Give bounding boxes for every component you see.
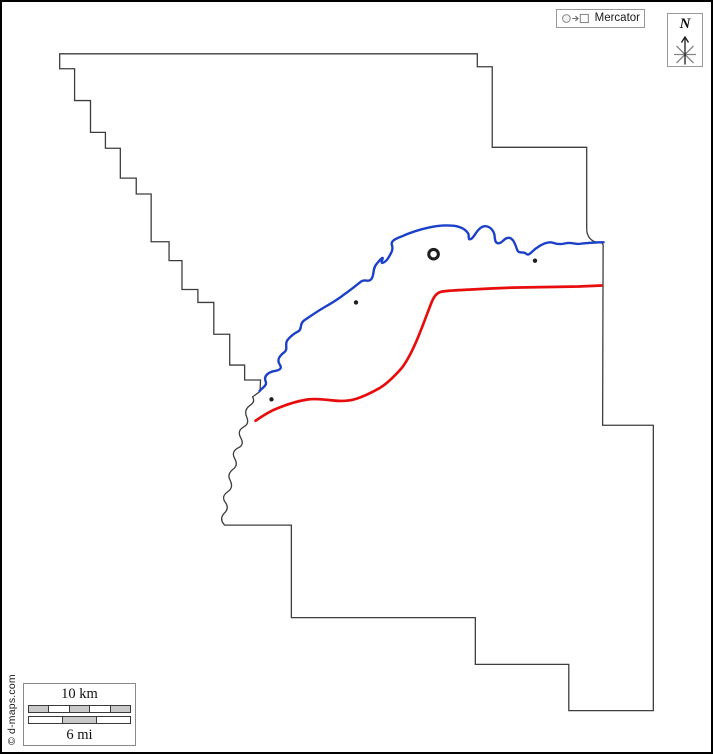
scale-bar: 10 km 6 mi xyxy=(23,683,136,746)
county-boundary-path xyxy=(59,53,654,712)
river-path xyxy=(258,224,605,393)
scale-segment xyxy=(97,717,130,723)
scale-segment xyxy=(49,706,70,712)
scale-km-strip xyxy=(28,705,131,713)
scale-segment xyxy=(90,706,111,712)
scale-mi-strip xyxy=(28,716,131,724)
scale-km-label: 10 km xyxy=(61,686,98,702)
copyright: © d-maps.com xyxy=(6,674,18,745)
city-dot-1 xyxy=(269,397,274,402)
north-label: N xyxy=(679,16,691,32)
city-dot-3 xyxy=(532,258,538,263)
scale-segment xyxy=(110,706,131,712)
scale-segment xyxy=(69,706,91,712)
scale-mi-label: 6 mi xyxy=(66,727,93,743)
projection-label: Mercator xyxy=(594,11,640,24)
road-path xyxy=(254,284,603,423)
projection-legend: Mercator xyxy=(556,9,645,28)
city-dot-2 xyxy=(353,300,359,305)
circle-to-square-projection-icon xyxy=(562,13,589,24)
north-indicator: N xyxy=(667,13,703,67)
scale-segment xyxy=(29,706,50,712)
county-seat-marker xyxy=(427,247,440,261)
scale-segment xyxy=(29,717,63,723)
compass-north-arrow-icon xyxy=(674,35,696,65)
scale-segment xyxy=(63,717,97,723)
